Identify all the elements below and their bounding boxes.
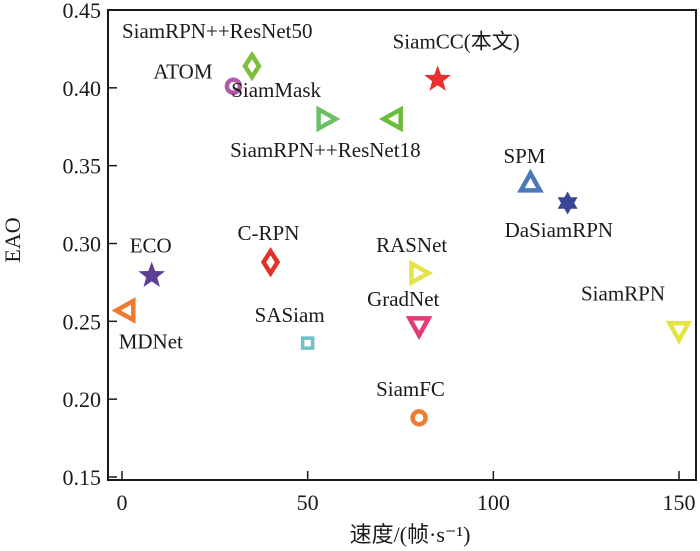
marker-diamond bbox=[242, 50, 262, 82]
data-point bbox=[316, 105, 341, 133]
point-label: ECO bbox=[130, 234, 172, 258]
data-point bbox=[378, 105, 403, 133]
marker-triangle-right bbox=[409, 259, 434, 287]
marker-hexagram bbox=[557, 191, 578, 215]
point-label: SiamCC(本文) bbox=[393, 29, 520, 53]
marker-star bbox=[424, 65, 451, 91]
x-tick-label: 0 bbox=[117, 490, 128, 515]
point-label: MDNet bbox=[119, 329, 183, 353]
point-label: C-RPN bbox=[238, 221, 300, 245]
x-tick-label: 50 bbox=[297, 490, 319, 515]
marker-triangle-down bbox=[405, 316, 433, 341]
data-point bbox=[424, 65, 451, 91]
marker-triangle-down bbox=[665, 320, 693, 345]
data-point bbox=[111, 297, 136, 324]
y-tick-label: 0.35 bbox=[63, 154, 102, 179]
plot-frame bbox=[107, 9, 697, 481]
point-label: SiamRPN++ResNet18 bbox=[230, 138, 421, 162]
data-point bbox=[242, 50, 262, 82]
y-tick-label: 0.25 bbox=[63, 309, 102, 334]
point-label: ATOM bbox=[153, 59, 212, 83]
point-label: SiamRPN++ResNet50 bbox=[122, 19, 313, 43]
data-point bbox=[224, 77, 243, 96]
data-point bbox=[300, 336, 315, 350]
plot-border bbox=[107, 9, 697, 481]
point-label: SASiam bbox=[255, 303, 325, 327]
data-points bbox=[111, 50, 693, 427]
marker-circle bbox=[410, 409, 428, 427]
data-point bbox=[410, 409, 428, 427]
point-label: SiamFC bbox=[376, 377, 445, 401]
marker-circle bbox=[224, 77, 243, 96]
data-point bbox=[260, 246, 281, 278]
x-tick-label: 100 bbox=[477, 490, 510, 515]
marker-triangle-left bbox=[378, 105, 403, 133]
marker-star bbox=[138, 261, 166, 287]
marker-square bbox=[300, 336, 315, 350]
data-point bbox=[557, 191, 578, 215]
point-label: DaSiamRPN bbox=[505, 218, 614, 242]
point-label: RASNet bbox=[376, 233, 447, 257]
y-tick-label: 0.15 bbox=[63, 465, 102, 490]
data-point bbox=[405, 316, 433, 341]
x-axis-title: 速度/(帧·s⁻¹) bbox=[350, 522, 471, 547]
data-point bbox=[409, 259, 434, 287]
point-label: SiamMask bbox=[231, 78, 321, 102]
y-tick-label: 0.40 bbox=[63, 76, 102, 101]
point-label: SPM bbox=[503, 144, 545, 168]
data-point bbox=[665, 320, 693, 345]
data-point bbox=[138, 261, 166, 287]
y-axis-title: EAO bbox=[0, 217, 25, 262]
marker-diamond bbox=[260, 246, 281, 278]
y-tick-label: 0.30 bbox=[63, 232, 102, 257]
y-tick-label: 0.45 bbox=[63, 0, 102, 23]
point-label: SiamRPN bbox=[581, 282, 665, 306]
data-point bbox=[517, 168, 544, 193]
x-axis: 0 50 100 150 bbox=[117, 471, 696, 515]
marker-triangle-right bbox=[316, 105, 341, 133]
y-tick-label: 0.20 bbox=[63, 387, 102, 412]
point-labels: SiamRPN++ResNet50 ATOM SiamCC(本文) SiamMask S… bbox=[119, 19, 665, 401]
marker-triangle-up bbox=[517, 168, 544, 193]
y-axis: 0.15 0.20 0.25 0.30 0.35 0.40 0.45 bbox=[63, 0, 117, 490]
marker-triangle-left bbox=[111, 297, 136, 324]
x-tick-label: 150 bbox=[663, 490, 696, 515]
point-label: GradNet bbox=[367, 287, 439, 311]
